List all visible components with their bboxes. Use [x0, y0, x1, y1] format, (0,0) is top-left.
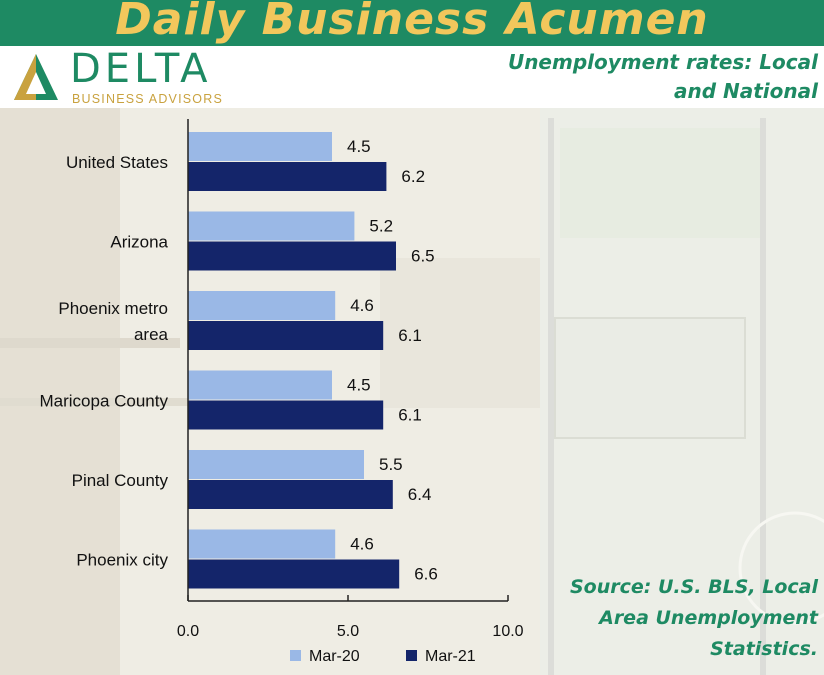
- category-label: Maricopa County: [39, 392, 168, 411]
- bar-chart: 4.5 6.2 United States 5.2 6.5 Arizona 4.6 6.1 Ph…: [39, 119, 524, 665]
- bar-mar-21-4: [188, 480, 393, 509]
- category-label: area: [134, 325, 169, 344]
- data-label: 6.5: [411, 247, 435, 266]
- data-label: 6.4: [408, 485, 432, 504]
- category-label: Phoenix metro: [58, 299, 168, 318]
- data-label: 5.2: [369, 217, 393, 236]
- category-label: Arizona: [110, 233, 168, 252]
- logo-row: [0, 46, 824, 108]
- logo-subtitle: BUSINESS ADVISORS: [72, 92, 223, 106]
- source-note: Source: U.S. BLS, Local Area Unemploymen…: [518, 572, 818, 665]
- bar-mar-20-4: [188, 450, 364, 479]
- office-background-photo: [0, 108, 824, 675]
- x-tick-label: 5.0: [337, 623, 359, 640]
- x-tick-label: 0.0: [177, 623, 199, 640]
- legend-label: Mar-20: [309, 648, 360, 665]
- bar-mar-21-3: [188, 400, 384, 430]
- legend-swatch: [290, 650, 301, 661]
- legend-label: Mar-21: [425, 648, 476, 665]
- logo-wordmark: DELTA: [70, 46, 212, 92]
- data-label: 6.2: [401, 167, 425, 186]
- chart-legend: Mar-20 Mar-21: [290, 648, 476, 665]
- category-label: Phoenix city: [76, 551, 168, 570]
- subtitle-line-2: and National: [674, 79, 818, 103]
- data-label: 6.1: [398, 326, 422, 345]
- bar-mar-20-1: [188, 211, 355, 241]
- source-line-2: Area Unemployment: [599, 607, 818, 629]
- banner-title: Daily Business Acumen: [115, 0, 709, 45]
- labels-layer: 4.5 6.2 United States 5.2 6.5 Arizona 4.6 6.1 Ph…: [39, 137, 523, 640]
- bar-mar-21-2: [188, 321, 384, 350]
- category-label: United States: [66, 153, 168, 172]
- bar-mar-21-5: [188, 559, 400, 589]
- source-line-3: Statistics.: [710, 638, 818, 660]
- axes-layer: [187, 119, 509, 602]
- bar-mar-21-1: [188, 241, 396, 271]
- data-label: 4.6: [350, 296, 374, 315]
- subtitle-line-1: Unemployment rates: Local: [507, 50, 818, 74]
- data-label: 6.6: [414, 565, 438, 584]
- bar-mar-20-2: [188, 291, 336, 320]
- data-label: 5.5: [379, 455, 403, 474]
- category-label: Pinal County: [72, 471, 169, 490]
- chart-subtitle: Unemployment rates: Local and National: [398, 48, 818, 106]
- data-label: 4.5: [347, 137, 371, 156]
- x-tick-label: 10.0: [492, 623, 523, 640]
- delta-logo-icon: [14, 54, 58, 100]
- bar-mar-20-0: [188, 132, 332, 161]
- data-label: 4.5: [347, 376, 371, 395]
- legend-swatch: [406, 650, 417, 661]
- data-label: 6.1: [398, 406, 422, 425]
- bars-layer: [188, 132, 400, 589]
- bar-mar-20-3: [188, 370, 332, 400]
- bar-mar-20-5: [188, 529, 336, 559]
- source-line-1: Source: U.S. BLS, Local: [569, 576, 818, 598]
- bar-mar-21-0: [188, 162, 387, 191]
- header-banner: [0, 0, 824, 46]
- data-label: 4.6: [350, 535, 374, 554]
